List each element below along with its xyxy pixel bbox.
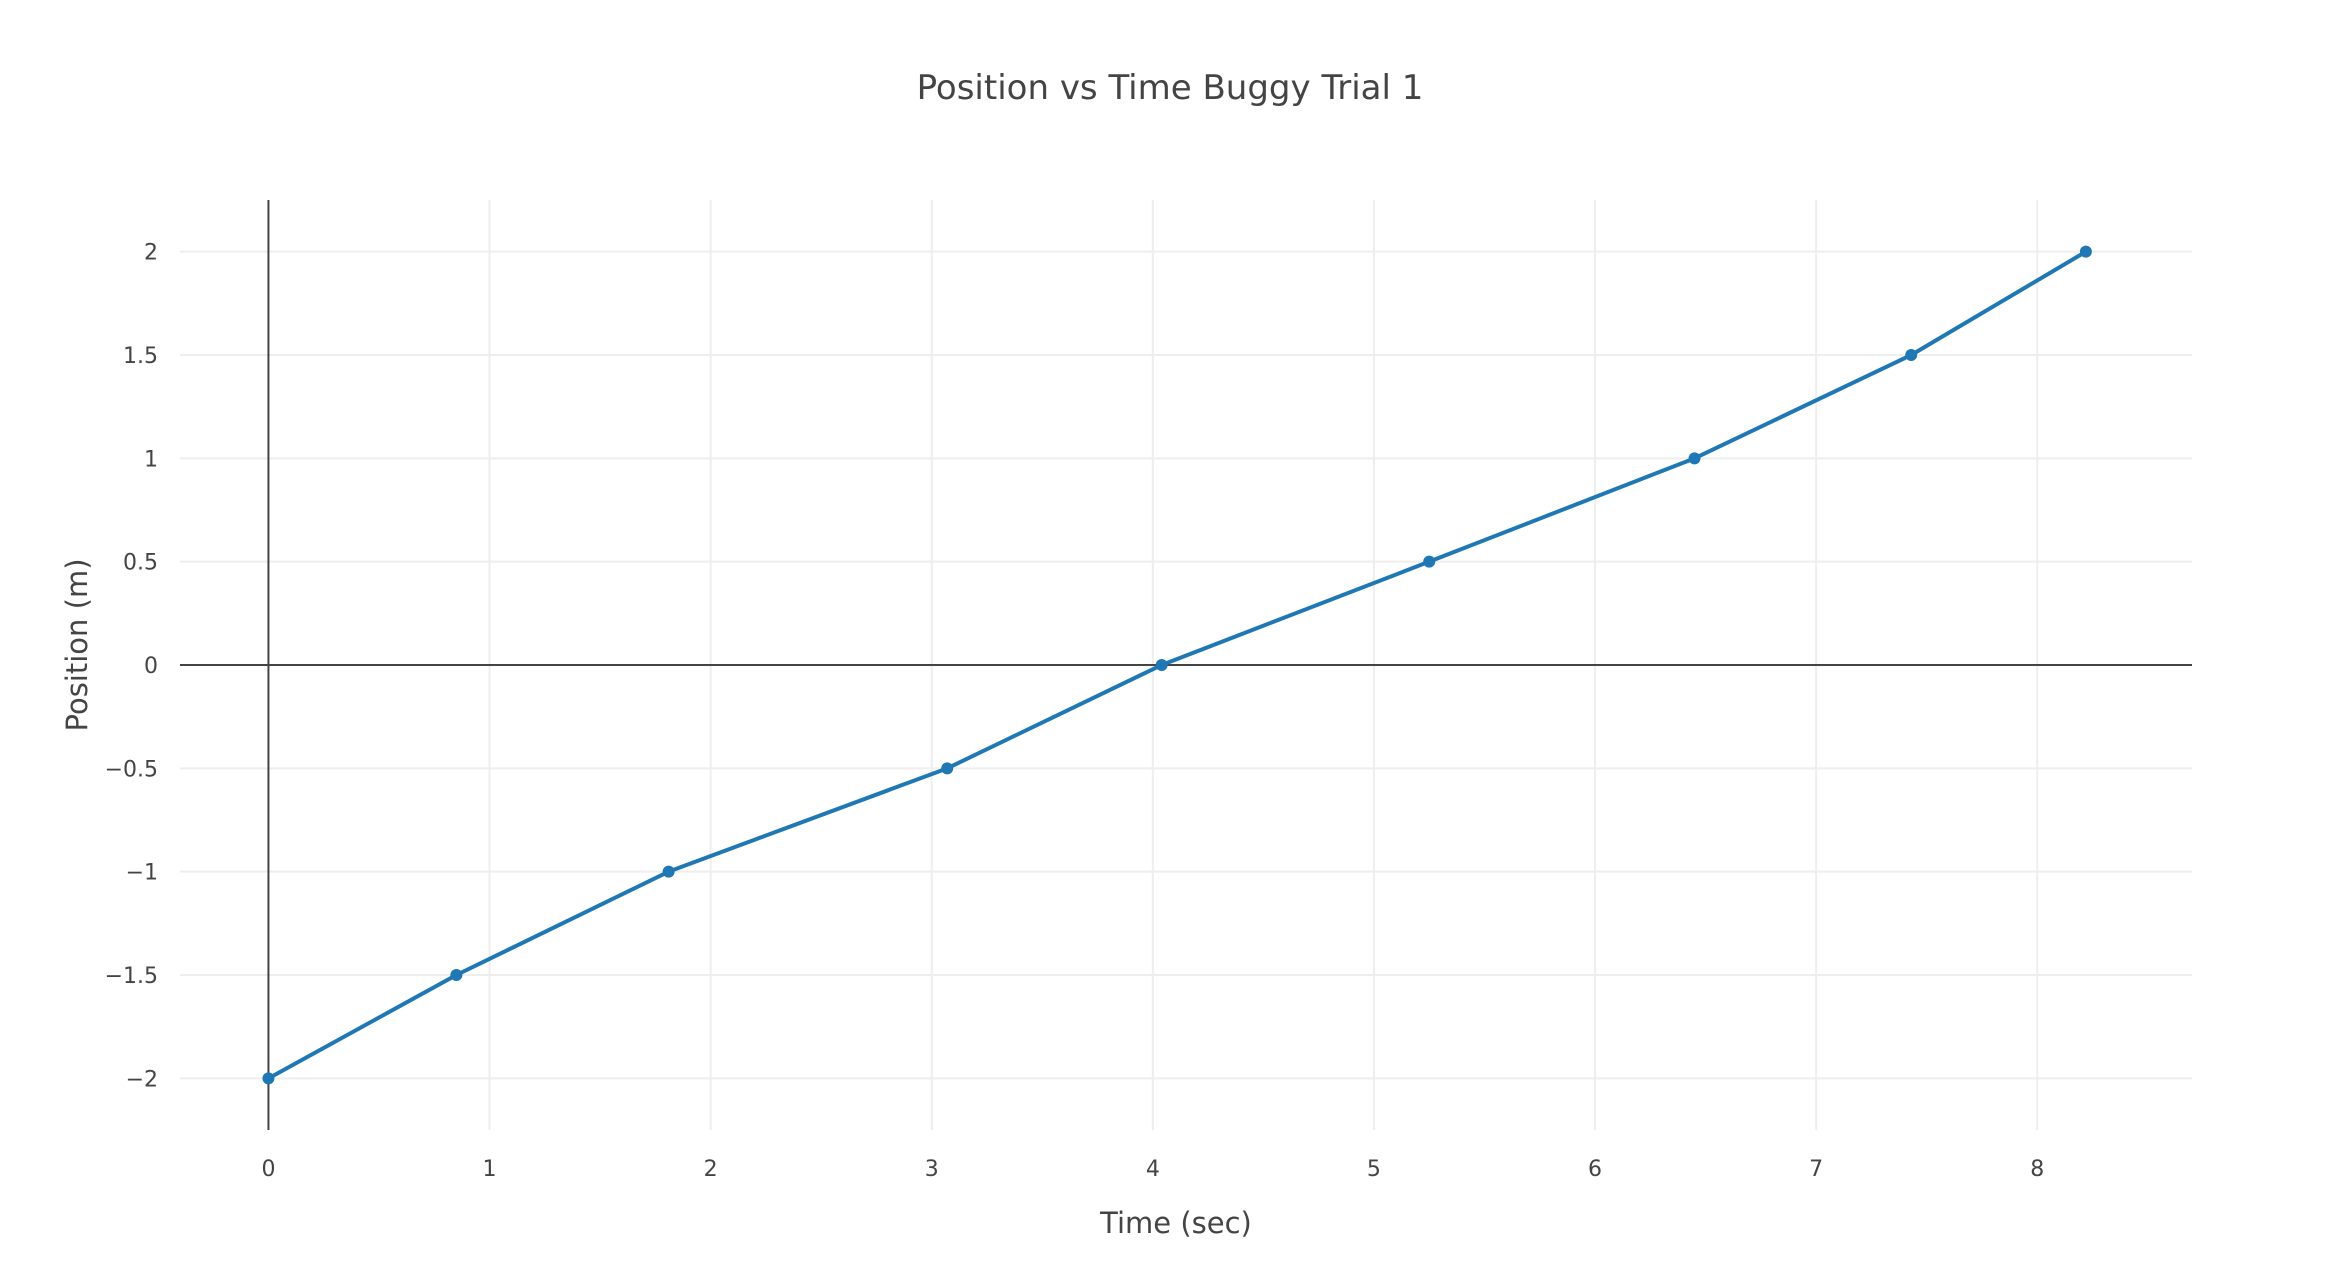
y-tick-label: −1 — [126, 861, 158, 886]
x-tick-label: 6 — [1588, 1157, 1602, 1182]
y-tick-label: −0.5 — [105, 757, 158, 782]
series-layer — [262, 245, 2092, 1085]
x-tick-label: 4 — [1146, 1157, 1160, 1182]
y-tick-label: 0.5 — [123, 551, 158, 576]
y-tick-label: −1.5 — [105, 964, 158, 989]
y-tick-label: −2 — [126, 1067, 158, 1092]
data-point — [1155, 659, 1168, 671]
data-point — [1905, 349, 1918, 361]
data-point — [1423, 555, 1436, 568]
chart-title: Position vs Time Buggy Trial 1 — [917, 68, 1424, 108]
data-point — [1688, 452, 1701, 465]
data-point — [450, 969, 463, 981]
x-tick-label: 0 — [261, 1157, 275, 1182]
data-point — [2079, 245, 2092, 258]
data-point — [662, 865, 675, 878]
data-point — [941, 762, 954, 775]
y-tick-label: 1 — [144, 447, 158, 472]
x-axis-title: Time (sec) — [1099, 1206, 1252, 1240]
y-tick-labels: 2 1.5 1 0.5 0 −0.5 −1 −1.5 −2 — [105, 241, 158, 1093]
x-tick-label: 2 — [704, 1157, 718, 1182]
x-tick-label: 7 — [1809, 1157, 1823, 1182]
x-tick-labels: 0 1 2 3 4 5 6 7 8 — [261, 1157, 2044, 1182]
y-tick-label: 2 — [144, 241, 158, 266]
x-tick-label: 3 — [925, 1157, 939, 1182]
y-tick-label: 1.5 — [123, 344, 158, 369]
x-tick-label: 8 — [2030, 1157, 2044, 1182]
x-tick-label: 5 — [1367, 1157, 1381, 1182]
y-tick-label: 0 — [144, 654, 158, 679]
x-tick-label: 1 — [483, 1157, 497, 1182]
data-point — [262, 1072, 275, 1085]
zero-lines — [180, 200, 2192, 1130]
y-axis-title: Position (m) — [60, 558, 94, 731]
